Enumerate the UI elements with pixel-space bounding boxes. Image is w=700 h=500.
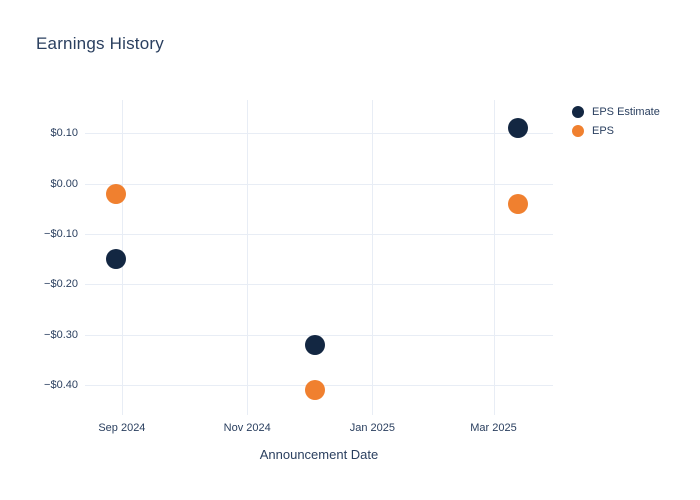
y-tick-label: −$0.30 [44,328,78,341]
y-tick-label: −$0.10 [44,227,78,240]
gridline-vertical [372,100,374,415]
y-tick-label: −$0.40 [44,378,78,391]
y-tick-label: $0.00 [50,177,78,190]
legend-label: EPS [592,125,615,137]
x-tick-label: Mar 2025 [470,422,517,434]
data-point-eps[interactable] [508,193,529,214]
legend-item-eps[interactable]: EPS [572,124,660,138]
data-point-eps[interactable] [105,183,126,204]
x-tick-label: Nov 2024 [223,422,271,434]
legend: EPS Estimate EPS [572,105,660,138]
gridline-horizontal [85,233,553,235]
data-point-eps[interactable] [304,379,325,400]
legend-swatch-icon [572,106,584,118]
gridline-horizontal [85,183,553,185]
data-point-eps-estimate[interactable] [304,334,325,355]
legend-label: EPS Estimate [592,106,660,118]
data-point-eps-estimate[interactable] [105,249,126,269]
chart-title: Earnings History [36,34,164,53]
data-point-eps-estimate[interactable] [508,118,529,139]
legend-swatch-icon [572,125,584,137]
y-tick-label: $0.10 [50,127,78,140]
gridline-vertical [493,100,495,415]
gridline-horizontal [85,133,553,135]
legend-item-eps-estimate[interactable]: EPS Estimate [572,105,660,119]
x-axis-title: Announcement Date [259,447,379,462]
gridline-horizontal [85,284,553,286]
x-tick-label: Jan 2025 [349,422,396,434]
y-tick-label: −$0.20 [44,278,78,291]
gridline-vertical [247,100,249,415]
x-tick-label: Sep 2024 [98,422,146,434]
